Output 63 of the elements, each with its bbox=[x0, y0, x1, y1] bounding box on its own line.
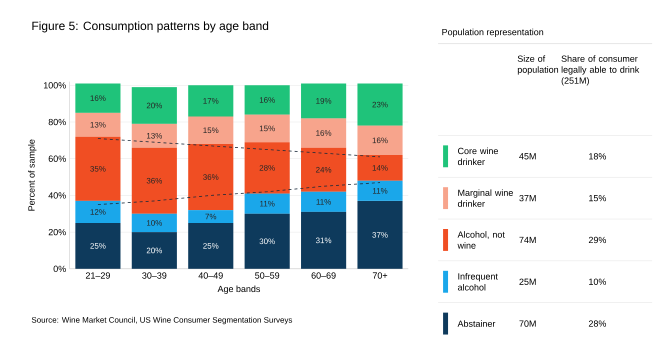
bar bbox=[188, 144, 234, 210]
text: 45M bbox=[519, 153, 536, 160]
bar bbox=[75, 113, 120, 137]
text: 28% bbox=[588, 320, 606, 327]
x-tick-label: 30–39 bbox=[142, 272, 166, 279]
bar bbox=[188, 223, 234, 270]
text: 10% bbox=[589, 278, 606, 286]
bar bbox=[75, 223, 120, 270]
y-tick-label: 20% bbox=[48, 229, 66, 236]
bar bbox=[301, 118, 346, 148]
x-tick-label: 21–29 bbox=[86, 272, 110, 279]
chart-title: Figure 5: Consumption patterns by age band bbox=[32, 22, 268, 33]
text: Abstainer bbox=[458, 320, 496, 328]
text: Population representation bbox=[442, 28, 544, 38]
bar bbox=[357, 180, 403, 202]
bar bbox=[301, 84, 346, 119]
text: 29% bbox=[588, 237, 606, 244]
x-axis-title: Age bands bbox=[218, 286, 260, 294]
y-tick-label: 100% bbox=[44, 82, 66, 89]
bar bbox=[244, 214, 290, 270]
x-tick-label: 70+ bbox=[372, 272, 388, 279]
text: 15% bbox=[589, 195, 606, 202]
text: Infrequent alcohol bbox=[458, 273, 498, 291]
text: Alcohol, not wine bbox=[458, 231, 505, 249]
bar bbox=[357, 201, 403, 270]
text: 25M bbox=[519, 278, 536, 286]
bar bbox=[132, 214, 177, 232]
bar bbox=[301, 192, 346, 212]
y-tick-label: 60% bbox=[48, 156, 66, 162]
text: Marginal wine drinker bbox=[458, 190, 513, 208]
x-tick-label: 60–69 bbox=[312, 272, 336, 279]
bar bbox=[75, 201, 120, 224]
bar bbox=[357, 155, 403, 181]
bar bbox=[244, 142, 290, 194]
bar bbox=[301, 212, 346, 270]
text: 37M bbox=[519, 195, 536, 202]
y-tick-label: 80% bbox=[48, 119, 66, 126]
bar bbox=[75, 136, 120, 202]
y-axis-title: Percent of sample bbox=[28, 140, 36, 211]
x-tick-label: 50–59 bbox=[255, 272, 280, 279]
text: 18% bbox=[589, 153, 606, 160]
bar bbox=[188, 86, 234, 117]
text: 70M bbox=[519, 320, 536, 327]
bar bbox=[132, 148, 177, 214]
bar bbox=[301, 148, 346, 192]
bar bbox=[132, 232, 177, 270]
bar bbox=[132, 124, 177, 148]
y-tick-label: 0% bbox=[54, 266, 66, 272]
x-tick-label: 40–49 bbox=[198, 272, 223, 279]
bar bbox=[188, 116, 234, 144]
bar bbox=[244, 194, 290, 214]
text: Share of consumer legally able to drink (251M) bbox=[562, 56, 640, 86]
bar bbox=[244, 86, 290, 115]
bar bbox=[244, 114, 290, 142]
bar bbox=[132, 87, 177, 124]
bar bbox=[188, 210, 234, 224]
bar bbox=[357, 84, 403, 126]
bar bbox=[75, 84, 120, 114]
text: Size of population bbox=[518, 56, 558, 75]
text: 74M bbox=[519, 237, 536, 244]
text: Core wine drinker bbox=[458, 148, 498, 166]
bar bbox=[357, 126, 403, 156]
y-tick-label: 40% bbox=[48, 192, 66, 199]
